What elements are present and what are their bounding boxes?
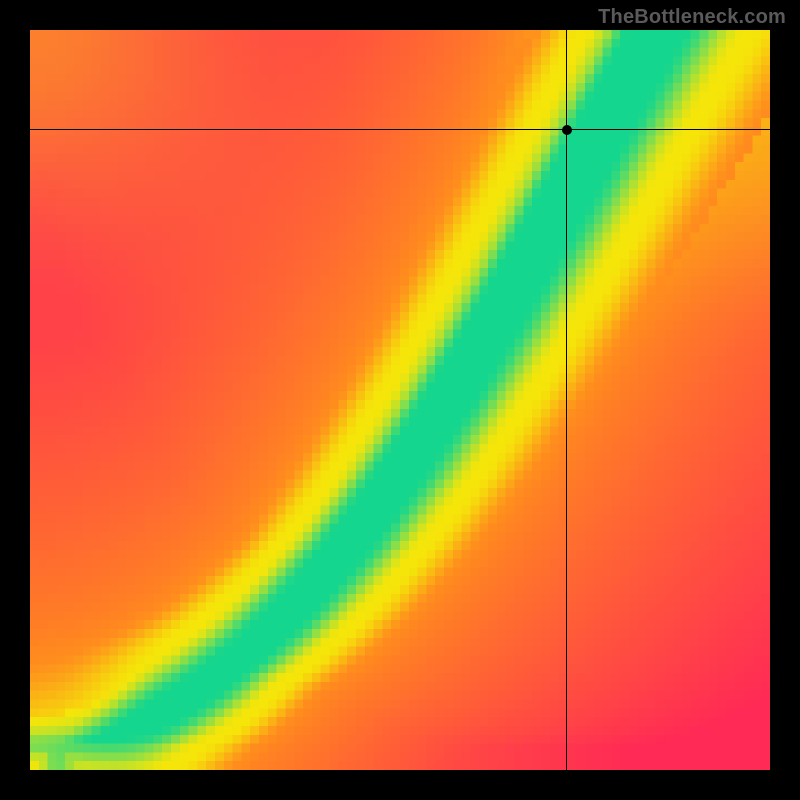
watermark-text: TheBottleneck.com [598, 6, 786, 29]
crosshair-vertical [566, 30, 567, 770]
bottleneck-heatmap [30, 30, 770, 770]
chart-container: TheBottleneck.com [0, 0, 800, 800]
plot-area [30, 30, 770, 770]
crosshair-horizontal [30, 129, 770, 130]
crosshair-marker [562, 125, 572, 135]
